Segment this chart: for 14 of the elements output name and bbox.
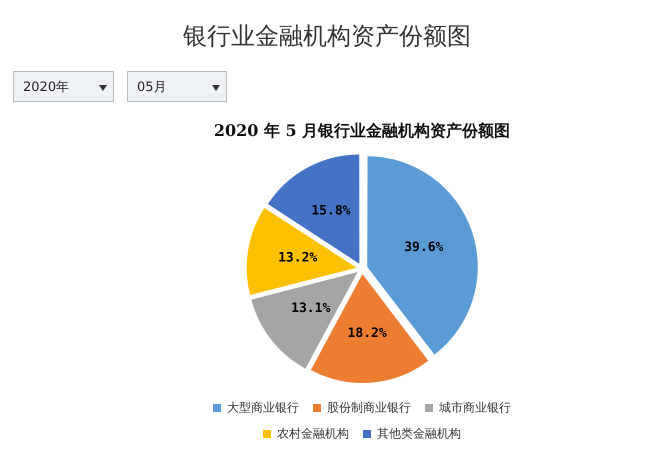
chart-title: 银行业金融机构资产份额图 <box>182 21 472 52</box>
data-label: 13.1% <box>291 301 330 316</box>
legend-label: 其他类金融机构 <box>377 426 461 440</box>
data-label: 15.8% <box>311 204 351 219</box>
legend-label: 大型商业银行 <box>227 400 299 414</box>
legend-label: 股份制商业银行 <box>327 400 411 414</box>
text: 2020年 <box>23 80 70 95</box>
text: 05月 <box>137 80 167 95</box>
data-label: 39.6% <box>404 240 444 256</box>
chart-subtitle: 2020 年 5 月银行业金融机构资产份额图 <box>214 120 510 140</box>
legend-label: 城市商业银行 <box>438 400 511 414</box>
data-label: 13.2% <box>278 250 318 266</box>
data-label: 18.2% <box>348 326 387 341</box>
legend-label: 农村金融机构 <box>277 426 349 440</box>
